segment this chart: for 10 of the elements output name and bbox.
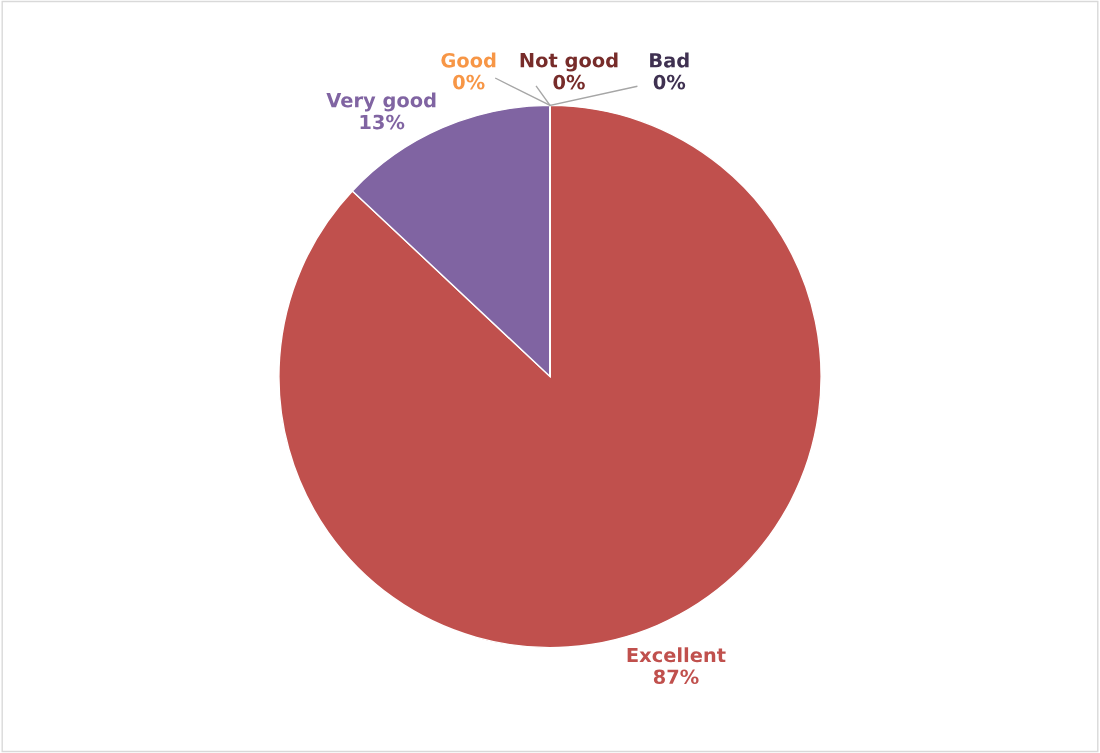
text: 0% <box>653 74 686 90</box>
slice-label: Excellent <box>627 647 726 663</box>
category-label: Not good <box>520 52 618 72</box>
category-label: Bad <box>650 52 689 68</box>
data-label: 13% <box>360 114 405 130</box>
category-label: Good <box>441 52 496 68</box>
data-label: 87% <box>653 669 699 685</box>
text: 0% <box>553 74 585 90</box>
slice-label: Very good <box>326 92 436 112</box>
text: 0% <box>453 74 485 90</box>
